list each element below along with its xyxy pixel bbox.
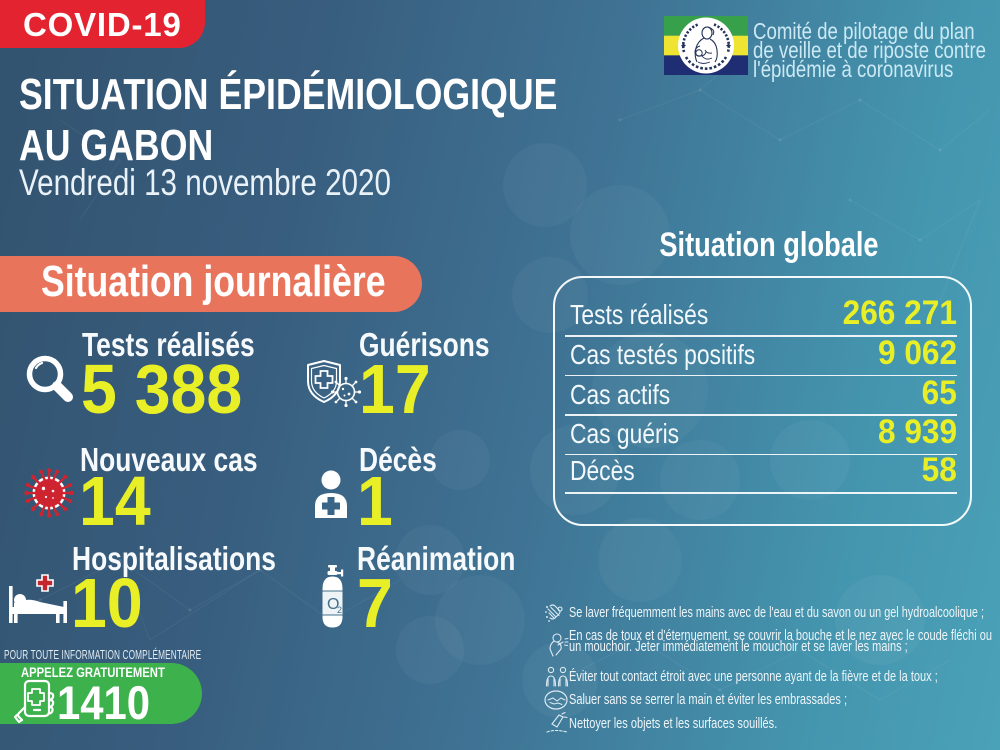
svg-text:O: O	[327, 596, 339, 613]
svg-text:2: 2	[337, 605, 342, 615]
